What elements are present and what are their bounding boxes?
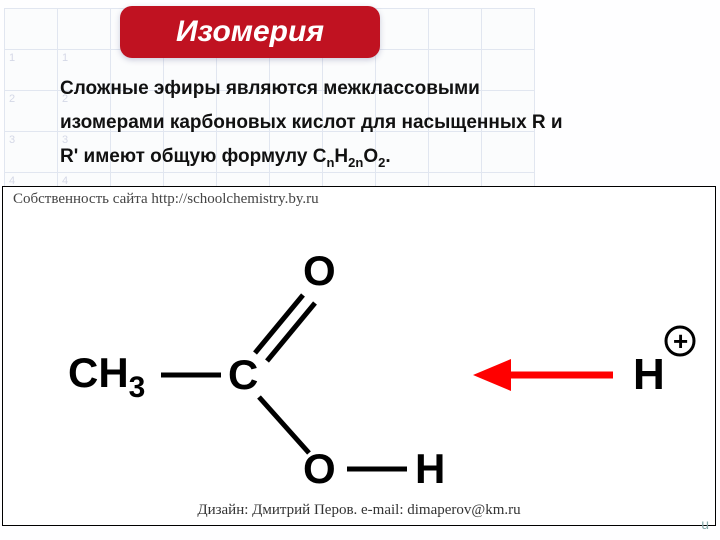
o-double-label: O xyxy=(303,247,336,294)
footer-tag: u xyxy=(701,516,710,532)
watermark-bottom: Дизайн: Дмитрий Перов. e-mail: dimaperov… xyxy=(3,502,715,519)
ch3-label: CH3 xyxy=(68,349,145,404)
plus-label: + xyxy=(673,326,688,356)
desc-suffix: . xyxy=(385,146,390,167)
h-plus-label: H xyxy=(633,350,665,399)
bond-c-o-single xyxy=(259,397,309,453)
desc-sub2: 2n xyxy=(348,155,363,170)
molecule-svg: CH3 C O O H H + xyxy=(3,207,717,507)
slide-root: I II 1 1 2 2 3 3 xyxy=(0,0,720,540)
ch3-text: CH xyxy=(68,349,129,396)
desc-line2: изомерами карбоновых кислот для насыщенн… xyxy=(60,112,563,133)
bg-header: 2 xyxy=(5,91,58,132)
title-badge-text: Изомерия xyxy=(176,15,324,49)
title-badge: Изомерия xyxy=(120,6,380,58)
arrow-head-icon xyxy=(473,359,511,391)
bg-header: 1 xyxy=(5,50,58,91)
desc-line1: Сложные эфиры являются межклассовыми xyxy=(60,78,480,99)
bg-cell xyxy=(376,9,429,50)
ch3-sub: 3 xyxy=(129,371,146,404)
desc-line3-prefix: R' имеют общую формулу C xyxy=(60,146,326,167)
c-label: C xyxy=(228,351,258,398)
bg-cell xyxy=(429,9,482,50)
bg-cell xyxy=(5,9,58,50)
o-single-label: O xyxy=(303,445,336,492)
bg-cell xyxy=(58,9,111,50)
bg-cell xyxy=(482,9,535,50)
description-block: Сложные эфиры являются межклассовыми изо… xyxy=(60,72,680,175)
desc-mid1: H xyxy=(334,146,348,167)
bg-header: 3 xyxy=(5,132,58,173)
h-right-label: H xyxy=(415,445,445,492)
desc-mid2: O xyxy=(363,146,378,167)
watermark-top: Собственность сайта http://schoolchemist… xyxy=(13,191,319,208)
chemistry-figure: Собственность сайта http://schoolchemist… xyxy=(2,186,716,526)
